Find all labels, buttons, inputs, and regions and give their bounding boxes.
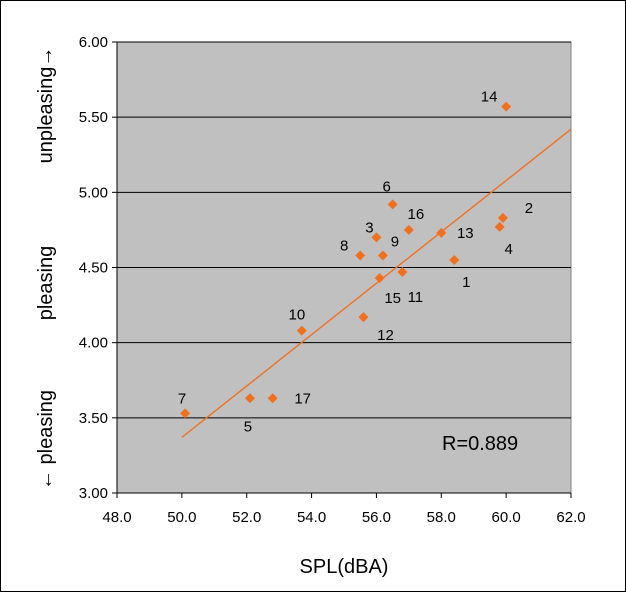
point-label: 16 [408,206,425,223]
y-tick-label: 5.50 [79,109,108,126]
x-tick-label: 52.0 [232,509,261,526]
data-point [501,101,512,112]
point-label: 9 [391,233,399,250]
data-point [494,221,505,232]
data-points [180,101,512,419]
x-tick-label: 54.0 [297,509,326,526]
y-tick-label: 3.50 [79,410,108,427]
point-label: 6 [382,178,390,195]
data-point [436,227,447,238]
data-point [397,267,408,278]
x-tick-label: 48.0 [102,509,131,526]
data-point [377,250,388,261]
point-label: 14 [481,89,498,106]
data-point [497,212,508,223]
data-point [387,199,398,210]
data-point [267,393,278,404]
x-tick-label: 56.0 [362,509,391,526]
gridlines [112,41,572,498]
point-label: 2 [525,200,533,217]
y-tick-label: 5.00 [79,184,108,201]
point-label: 7 [178,390,186,407]
x-tick-label: 60.0 [492,509,521,526]
data-point [244,393,255,404]
trendline [181,128,572,438]
point-label: 4 [504,241,512,258]
data-point [296,325,307,336]
x-tick-label: 58.0 [427,509,456,526]
point-label: 15 [384,290,401,307]
data-point [180,408,191,419]
data-point [355,250,366,261]
data-point [371,232,382,243]
point-label: 11 [408,289,424,306]
point-label: 1 [462,274,470,291]
y-tick-label: 6.00 [79,34,108,51]
x-tick-label: 50.0 [167,509,196,526]
x-tick-labels: 48.0 50.0 52.0 54.0 56.0 58.0 60.0 62.0 [102,509,585,526]
data-point [374,273,385,284]
y-axis-label-middle: pleasing [35,246,57,321]
data-point [358,312,369,323]
y-tick-labels: 3.00 3.50 4.00 4.50 5.00 5.50 6.00 [79,34,108,502]
y-axis-label-top: unpleasing→ [35,47,57,164]
x-axis-label: SPL(dBA) [300,556,389,578]
point-label: 12 [377,327,394,344]
point-label: 5 [244,418,252,435]
point-label: 17 [294,390,311,407]
y-axis-label-bottom: ← pleasing [35,390,57,490]
x-tick-label: 62.0 [556,509,585,526]
correlation-annotation: R=0.889 [442,433,518,455]
data-point [449,254,460,265]
y-tick-label: 4.00 [79,335,108,352]
point-label: 3 [365,219,373,236]
point-label: 13 [457,225,474,242]
y-tick-label: 4.50 [79,260,108,277]
point-label: 10 [288,307,305,324]
data-point [403,224,414,235]
point-label: 8 [340,237,348,254]
y-tick-label: 3.00 [79,485,108,502]
